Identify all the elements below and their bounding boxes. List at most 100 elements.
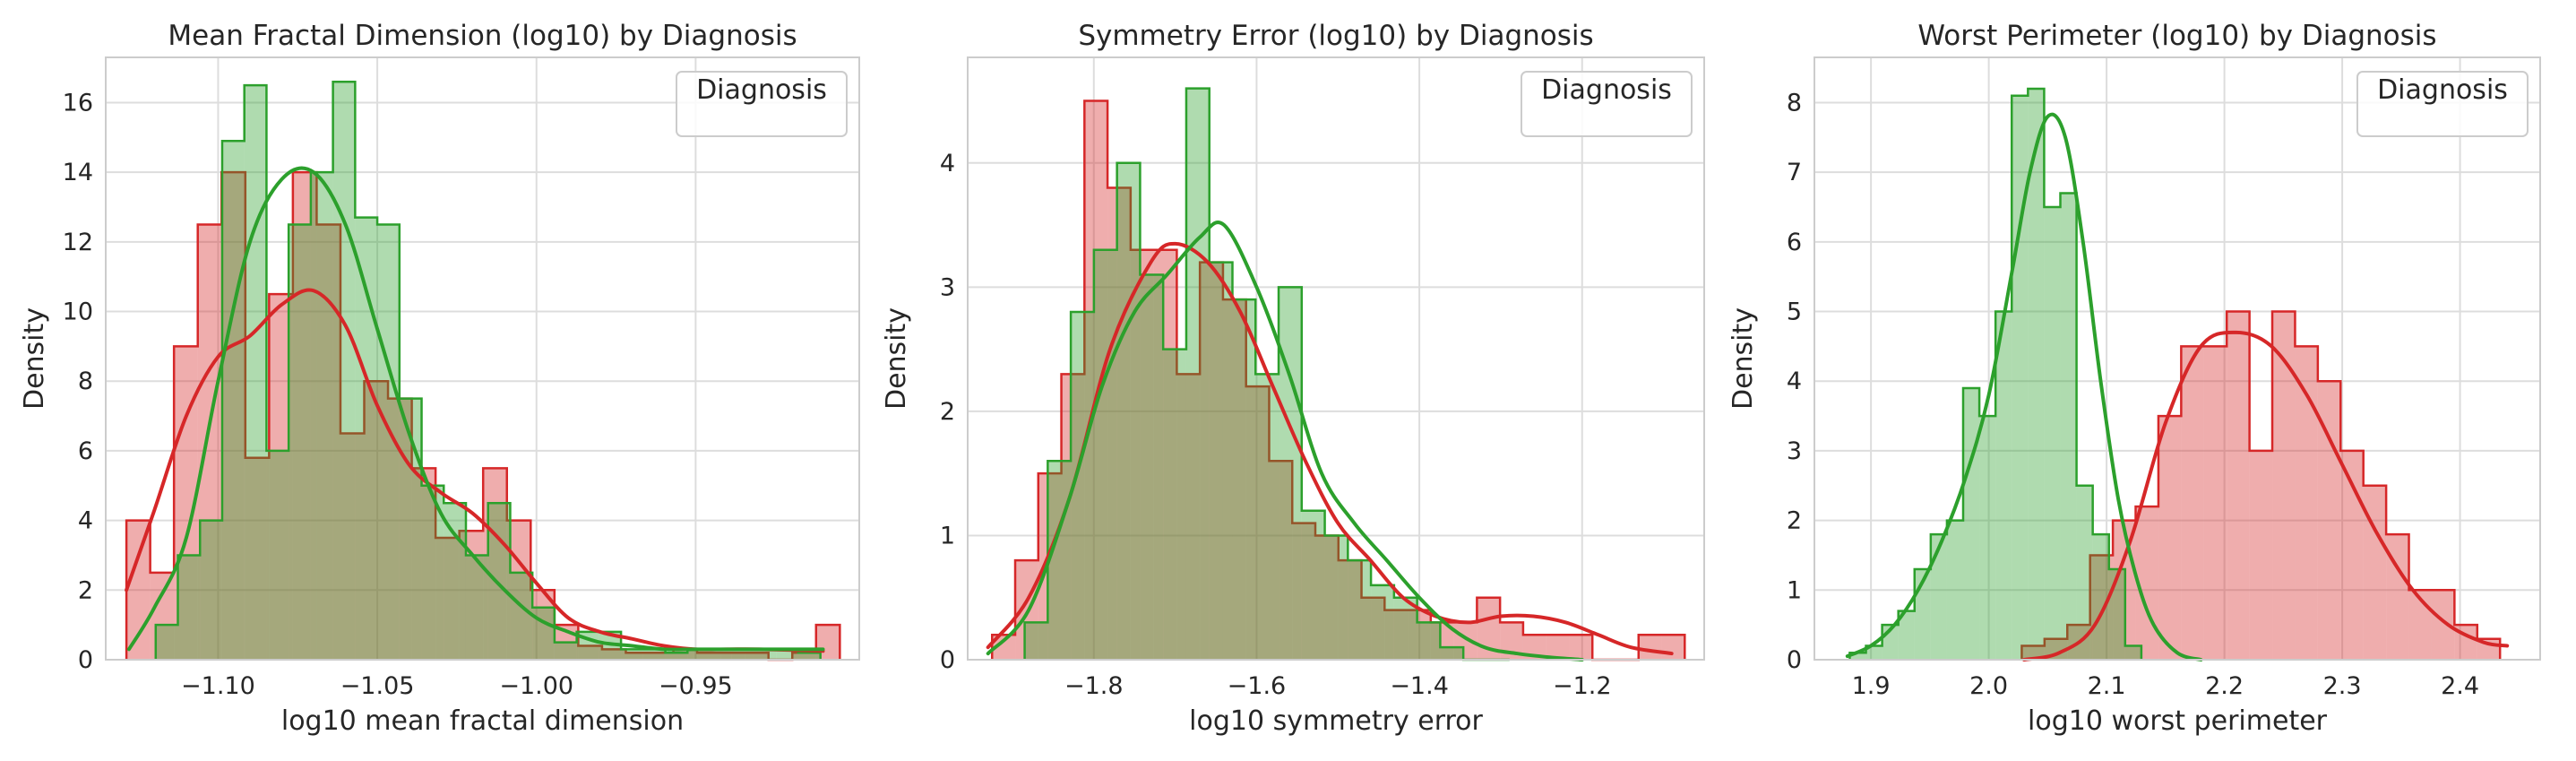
y-tick-label: 8 bbox=[78, 368, 93, 395]
histogram-bar-M bbox=[1107, 187, 1131, 660]
x-axis-label: log10 worst perimeter bbox=[2028, 705, 2328, 737]
x-tick-label: 2.3 bbox=[2323, 672, 2362, 700]
histogram-bar-B bbox=[310, 172, 333, 661]
legend-box bbox=[676, 71, 848, 137]
y-tick-label: 4 bbox=[78, 507, 93, 535]
y-tick-label: 2 bbox=[1787, 507, 1802, 535]
y-tick-label: 0 bbox=[940, 646, 955, 674]
histogram-bar-M bbox=[745, 653, 769, 660]
histogram-bar-B bbox=[1279, 287, 1302, 660]
histogram-bar-M bbox=[1130, 249, 1154, 660]
histogram-bar-B bbox=[332, 82, 356, 661]
y-tick-label: 2 bbox=[940, 398, 955, 426]
y-tick-label: 3 bbox=[1787, 437, 1802, 465]
histogram-bar-B bbox=[1865, 645, 1882, 660]
histogram-bar-B bbox=[1979, 416, 1996, 660]
histogram-bar-B bbox=[687, 649, 711, 660]
kde-curve-M bbox=[986, 241, 1674, 656]
histogram-bar-B bbox=[200, 520, 222, 660]
histogram-bar-M bbox=[126, 520, 151, 660]
legend-title: Diagnosis bbox=[2377, 74, 2508, 106]
histogram-bar-B bbox=[1348, 560, 1372, 660]
legend: Diagnosis bbox=[1521, 71, 1693, 137]
legend: Diagnosis bbox=[676, 71, 848, 137]
x-axis-label: log10 mean fractal dimension bbox=[281, 705, 684, 737]
histogram-bar-B bbox=[510, 572, 533, 660]
histogram-bar-B bbox=[1371, 584, 1394, 660]
histogram-bar-M bbox=[578, 645, 602, 660]
histogram-bar-M bbox=[1269, 461, 1293, 660]
histogram-B bbox=[1849, 88, 2141, 660]
histogram-bar-B bbox=[1440, 647, 1464, 660]
histogram-bar-M bbox=[673, 649, 698, 660]
histogram-bar-M bbox=[411, 468, 436, 660]
histogram-bar-M bbox=[245, 457, 270, 660]
histogram-bar-B bbox=[2108, 569, 2125, 660]
histogram-bar-M bbox=[292, 172, 317, 661]
x-tick-label: −0.95 bbox=[659, 672, 733, 700]
histogram-bar-M bbox=[1338, 560, 1362, 660]
histogram-bar-M bbox=[720, 653, 745, 660]
x-axis-label: log10 symmetry error bbox=[1189, 705, 1483, 737]
histogram-bar-B bbox=[1093, 249, 1117, 660]
histogram-bar-B bbox=[1849, 653, 1866, 660]
histogram-bar-B bbox=[1185, 88, 1210, 661]
x-tick-label: −1.4 bbox=[1390, 672, 1449, 700]
histogram-bar-B bbox=[731, 649, 754, 660]
legend-box bbox=[2356, 71, 2529, 137]
panel-worst-perimeter: 0 1 2 3 4 5 6 7 8 1.9 2.0 2.1 2.2 2.3 2.4 log10 worst p… bbox=[1727, 20, 2541, 737]
histogram-bar-M bbox=[150, 572, 175, 660]
histogram-bar-B bbox=[1209, 262, 1233, 660]
histogram-bar-M bbox=[435, 538, 460, 660]
y-axis-label: Density bbox=[1727, 307, 1759, 410]
histogram-bar-B bbox=[1047, 461, 1072, 660]
panel-symmetry-error: 0 1 2 3 4 −1.8 −1.6 −1.4 −1.2 log10 symmetry erro… bbox=[881, 20, 1705, 737]
y-tick-label: 3 bbox=[940, 273, 955, 301]
histogram-bar-B bbox=[2060, 193, 2077, 660]
histogram-bar-M bbox=[388, 398, 412, 660]
x-tick-label: 2.1 bbox=[2088, 672, 2126, 700]
plot-frame bbox=[105, 56, 860, 661]
y-tick-label: 6 bbox=[1787, 229, 1802, 256]
chart-title: Symmetry Error (log10) by Diagnosis bbox=[1078, 20, 1593, 52]
y-tick-label: 0 bbox=[78, 646, 93, 674]
histogram-outline-M bbox=[125, 170, 841, 662]
kde-curve-M bbox=[125, 288, 825, 653]
histogram-bar-B bbox=[2076, 485, 2093, 660]
histogram-bar-B bbox=[1393, 597, 1417, 660]
histogram-bar-B bbox=[621, 649, 643, 660]
legend-title: Diagnosis bbox=[1541, 74, 1672, 106]
histogram-bar-M bbox=[1292, 523, 1316, 660]
histogram-bar-M bbox=[2295, 346, 2318, 660]
plot-frame bbox=[1814, 56, 2541, 661]
y-tick-label: 14 bbox=[63, 159, 93, 186]
histogram-bar-M bbox=[625, 653, 650, 660]
histogram-bar-M bbox=[1176, 374, 1201, 660]
x-tick-label: 2.2 bbox=[2205, 672, 2244, 700]
histogram-bar-M bbox=[1245, 386, 1270, 660]
histogram-bar-B bbox=[444, 503, 466, 660]
histogram-bar-B bbox=[2044, 207, 2061, 660]
y-tick-label: 1 bbox=[1787, 576, 1802, 604]
x-tick-label: −1.00 bbox=[499, 672, 573, 700]
histogram-bar-B bbox=[797, 653, 821, 660]
x-tick-label: 1.9 bbox=[1852, 672, 1891, 700]
x-tick-label: −1.6 bbox=[1228, 672, 1287, 700]
histogram-bar-B bbox=[2124, 645, 2141, 660]
histogram-bar-B bbox=[1995, 311, 2012, 660]
histogram-B bbox=[1024, 88, 1464, 661]
histogram-bar-M bbox=[2317, 381, 2341, 660]
y-tick-label: 10 bbox=[63, 298, 93, 326]
y-tick-label: 2 bbox=[78, 576, 93, 604]
y-tick-label: 8 bbox=[1787, 89, 1802, 117]
histogram-bar-M bbox=[364, 381, 389, 660]
x-tick-label: 2.4 bbox=[2441, 672, 2479, 700]
histogram-bar-M bbox=[2227, 311, 2250, 660]
plot-area bbox=[106, 57, 859, 660]
histogram-outline-B bbox=[1023, 87, 1510, 662]
histogram-outline-M bbox=[991, 99, 1686, 662]
legend-box bbox=[1521, 71, 1693, 137]
histogram-bar-B bbox=[1324, 535, 1348, 660]
histogram-bar-B bbox=[1140, 274, 1164, 660]
